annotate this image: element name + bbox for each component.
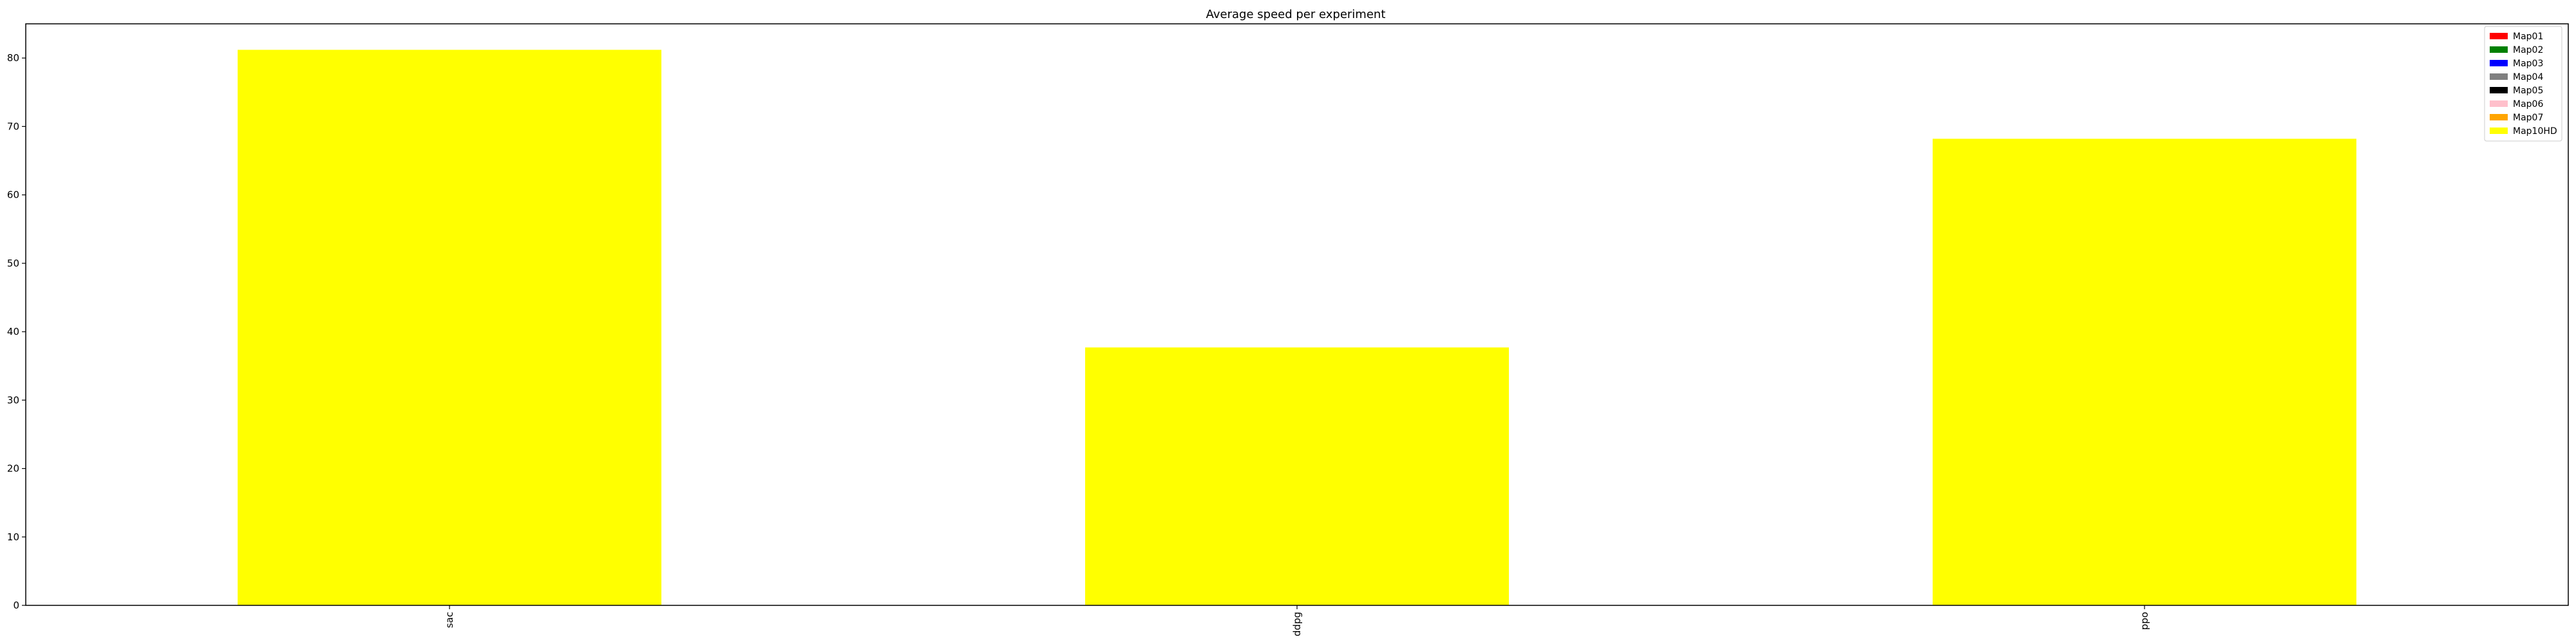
legend: Map01 Map02 Map03 Map04 Map05 Map06 Map07 Map10… bbox=[2484, 26, 2562, 142]
legend-swatch-Map04 bbox=[2490, 73, 2508, 80]
x-tick-label: ddpg bbox=[1291, 612, 1303, 636]
legend-box bbox=[2484, 26, 2562, 142]
legend-label: Map05 bbox=[2513, 86, 2543, 96]
y-tick-label: 20 bbox=[7, 463, 19, 475]
y-tick-label: 0 bbox=[13, 600, 19, 611]
chart-title: Average speed per experiment bbox=[1206, 8, 1386, 21]
legend-swatch-Map07 bbox=[2490, 114, 2508, 120]
legend-swatch-Map05 bbox=[2490, 87, 2508, 93]
legend-swatch-Map03 bbox=[2490, 60, 2508, 66]
bar-sac-Map10HD bbox=[238, 50, 661, 606]
y-tick-label: 40 bbox=[7, 326, 19, 337]
y-tick-label: 30 bbox=[7, 394, 19, 406]
y-tick-label: 60 bbox=[7, 189, 19, 201]
legend-label: Map02 bbox=[2513, 45, 2543, 55]
legend-swatch-Map10HD bbox=[2490, 128, 2508, 134]
legend-label: Map04 bbox=[2513, 72, 2543, 82]
bar-ppo-Map10HD bbox=[1933, 138, 2356, 606]
bar-ddpg-Map10HD bbox=[1085, 347, 1509, 605]
y-tick-label: 70 bbox=[7, 120, 19, 132]
legend-swatch-Map06 bbox=[2490, 100, 2508, 107]
legend-label: Map06 bbox=[2513, 99, 2543, 109]
bars-group bbox=[238, 50, 2356, 606]
y-axis: 0 10 20 30 40 50 60 70 80 bbox=[7, 52, 26, 611]
legend-label: Map07 bbox=[2513, 113, 2543, 123]
legend-label: Map10HD bbox=[2513, 126, 2557, 137]
x-axis: sac ddpg ppo bbox=[444, 605, 2150, 636]
legend-swatch-Map01 bbox=[2490, 33, 2508, 39]
legend-swatch-Map02 bbox=[2490, 46, 2508, 53]
legend-label: Map03 bbox=[2513, 59, 2543, 69]
plot-frame bbox=[25, 23, 2569, 606]
legend-label: Map01 bbox=[2513, 32, 2543, 42]
y-tick-label: 10 bbox=[7, 531, 19, 543]
y-tick-label: 80 bbox=[7, 52, 19, 64]
y-tick-label: 50 bbox=[7, 258, 19, 269]
x-tick-label: sac bbox=[444, 612, 455, 628]
x-tick-label: ppo bbox=[2139, 612, 2150, 630]
